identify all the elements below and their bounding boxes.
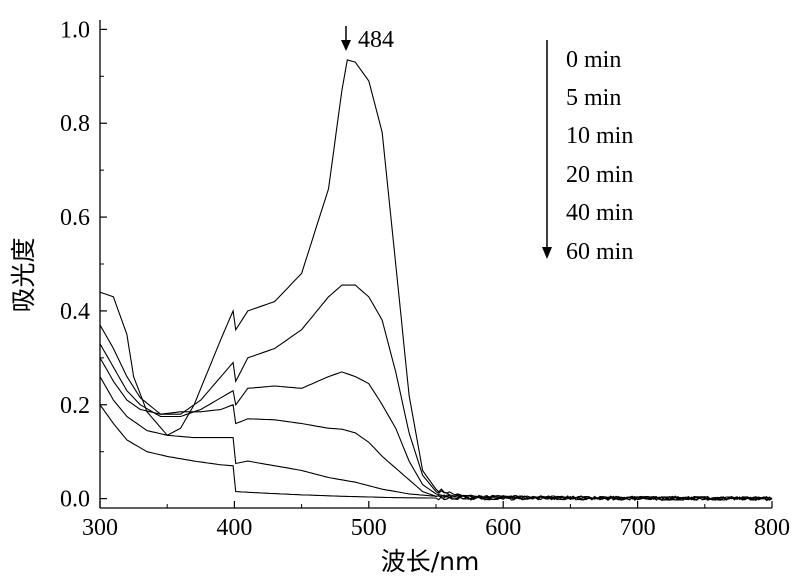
legend-item: 20 min (566, 162, 633, 188)
x-tick-label: 300 (82, 515, 118, 541)
y-tick-label: 1.0 (60, 17, 90, 43)
y-tick-label: 0.0 (60, 487, 90, 513)
series-line (99, 59, 773, 502)
peak-annotation: 484 (341, 26, 394, 53)
series-line (99, 376, 773, 501)
peak-arrow-head (341, 40, 351, 51)
y-axis-title: 吸光度 (9, 237, 38, 312)
series-line (99, 404, 773, 502)
x-axis-ticks: 300 400 500 600 700 800 (82, 501, 790, 541)
x-tick-label: 800 (754, 515, 790, 541)
x-tick-label: 400 (216, 515, 252, 541)
legend-item: 5 min (566, 85, 621, 111)
x-tick-label: 700 (620, 515, 656, 541)
series-line (99, 343, 773, 501)
legend-item: 40 min (566, 200, 633, 226)
y-tick-label: 0.6 (60, 205, 90, 231)
axes (99, 20, 772, 509)
series-line (99, 357, 773, 501)
y-tick-label: 0.4 (60, 299, 90, 325)
peak-label: 484 (358, 27, 394, 53)
x-axis-title: 波长/nm (381, 547, 480, 576)
y-tick-label: 0.2 (60, 393, 90, 419)
legend-item: 60 min (566, 239, 633, 265)
y-tick-label: 0.8 (60, 111, 90, 137)
series-line (99, 284, 773, 501)
y-axis-ticks: 0.0 0.2 0.4 0.6 0.8 1.0 (60, 17, 107, 513)
series-lines (99, 59, 773, 502)
legend-item: 10 min (566, 123, 633, 149)
legend-trend-arrow-head (542, 247, 552, 259)
legend: 0 min 5 min 10 min 20 min 40 min 60 min (542, 40, 633, 265)
x-tick-label: 500 (351, 515, 387, 541)
legend-item: 0 min (566, 47, 621, 73)
x-tick-label: 600 (485, 515, 521, 541)
